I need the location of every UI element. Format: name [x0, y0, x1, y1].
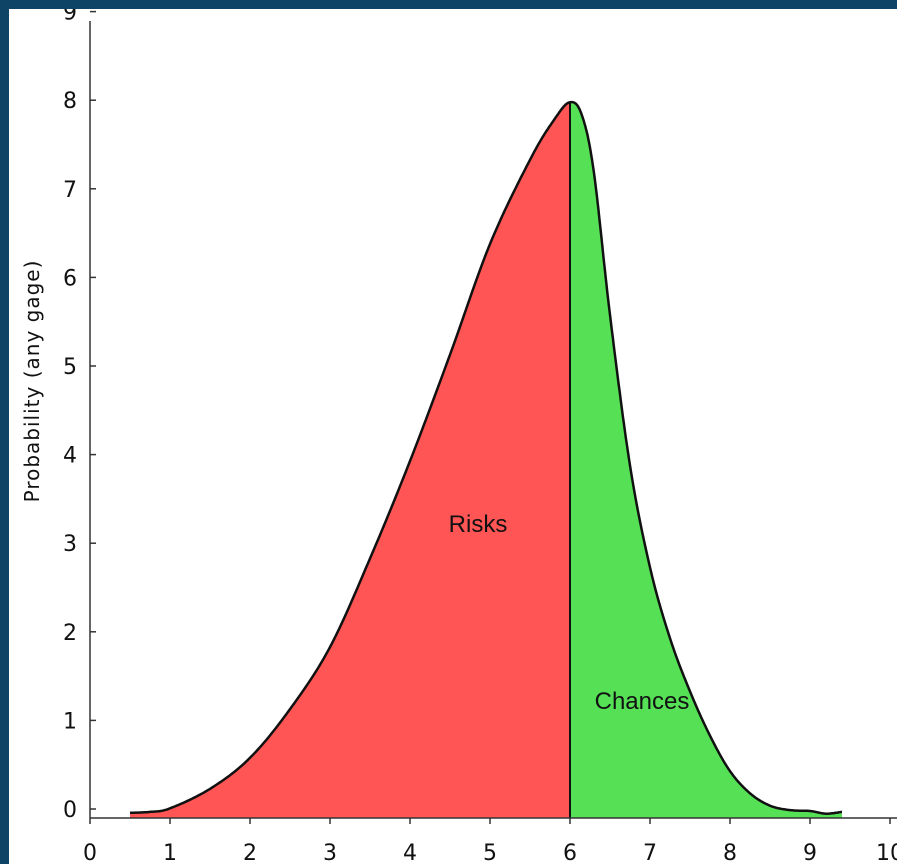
- x-tick-label: 8: [723, 841, 737, 864]
- distribution-curve: [129, 100, 843, 815]
- x-tick-label: 2: [243, 841, 257, 864]
- y-tick-label: 1: [63, 709, 77, 734]
- region-label-chances: Chances: [595, 688, 690, 715]
- x-tick-label: 9: [803, 841, 817, 864]
- y-tick-label: 8: [63, 89, 77, 114]
- y-tick-label: 3: [63, 532, 77, 557]
- x-tick-label: 3: [323, 841, 337, 864]
- y-tick-label: 7: [63, 178, 77, 203]
- x-tick-label: 0: [83, 841, 97, 864]
- y-tick-label: 9: [63, 9, 77, 26]
- x-tick-label: 7: [643, 841, 657, 864]
- chart-frame: 0 1 2 3 4 5 6 7 8 9 0 1 2 3 4 5 6 7 8 9 10 Probability (any g…: [9, 9, 897, 864]
- risk-chance-chart: 0 1 2 3 4 5 6 7 8 9 0 1 2 3 4 5 6 7 8 9 10 Probability (any g…: [20, 9, 897, 864]
- region-label-risks: Risks: [449, 511, 508, 538]
- y-tick-label: 0: [63, 798, 77, 823]
- x-tick-label: 6: [563, 841, 577, 864]
- y-tick-label: 4: [63, 444, 77, 469]
- x-tick-label: 5: [483, 841, 497, 864]
- x-tick-label: 4: [403, 841, 417, 864]
- region-risks-area: [130, 102, 570, 818]
- region-chances-area: [570, 102, 842, 819]
- x-tick-label: 10: [876, 841, 897, 864]
- y-axis-title: Probability (any gage): [20, 260, 44, 503]
- y-tick-label: 5: [63, 355, 77, 380]
- x-tick-label: 1: [163, 841, 177, 864]
- y-tick-label: 6: [63, 266, 77, 291]
- y-tick-label: 2: [63, 621, 77, 646]
